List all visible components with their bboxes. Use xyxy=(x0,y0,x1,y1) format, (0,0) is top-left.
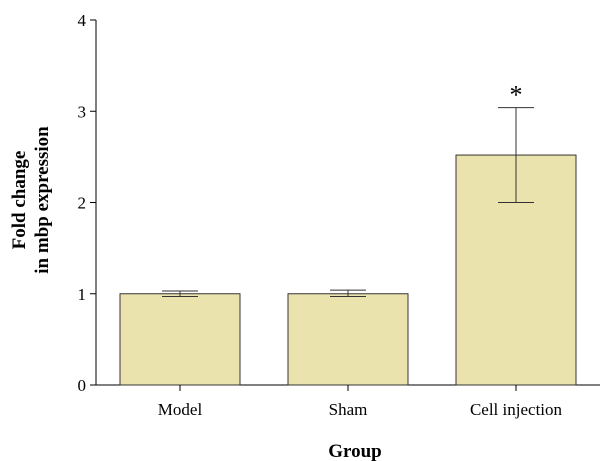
significance-marker: * xyxy=(510,81,523,110)
y-axis-title-line-1: Fold change xyxy=(9,151,30,250)
y-axis-title-line-2: in mbp expression xyxy=(32,126,53,274)
y-axis-title: Fold change in mbp expression xyxy=(9,126,53,274)
y-tick-label: 2 xyxy=(78,194,87,213)
bar xyxy=(287,293,409,386)
y-tick-label: 4 xyxy=(78,11,87,30)
bar xyxy=(119,293,241,386)
x-axis-title: Group xyxy=(328,441,382,461)
y-tick-label: 3 xyxy=(78,102,87,121)
plot-area: 0 1 2 3 4 Model Sham Cell injection * xyxy=(78,11,600,419)
y-tick-label: 1 xyxy=(78,285,87,304)
y-tick-label: 0 xyxy=(78,376,87,395)
x-tick-label: Cell injection xyxy=(470,400,563,419)
x-tick-label: Sham xyxy=(329,400,368,419)
x-tick-label: Model xyxy=(158,400,203,419)
